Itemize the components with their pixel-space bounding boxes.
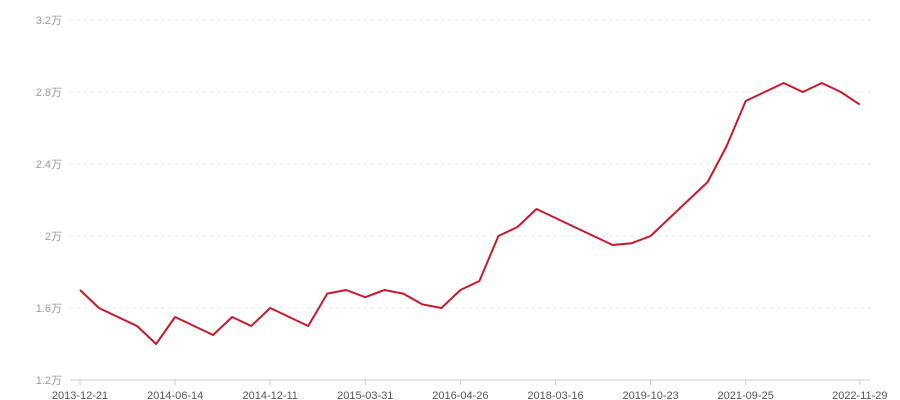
y-tick-label: 1.6万	[36, 303, 62, 315]
y-tick-label: 1.2万	[36, 375, 62, 387]
series-line	[79, 82, 861, 345]
y-tick-label: 2.4万	[36, 159, 62, 171]
x-tick-label: 2014-12-11	[242, 390, 297, 400]
x-tick-label: 2015-03-31	[337, 390, 393, 400]
y-tick-label: 3.2万	[36, 15, 62, 27]
y-tick-label: 2.8万	[36, 87, 62, 99]
x-tick-label: 2019-10-23	[622, 390, 678, 400]
x-tick-label: 2022-11-29	[832, 390, 887, 400]
x-tick-label: 2021-09-25	[718, 390, 774, 400]
x-tick-label: 2016-04-26	[432, 390, 488, 400]
x-tick-label: 2018-03-16	[527, 390, 583, 400]
x-tick-label: 2014-06-14	[147, 390, 203, 400]
y-tick-label: 2万	[45, 231, 62, 243]
x-tick-label: 2013-12-21	[52, 390, 108, 400]
